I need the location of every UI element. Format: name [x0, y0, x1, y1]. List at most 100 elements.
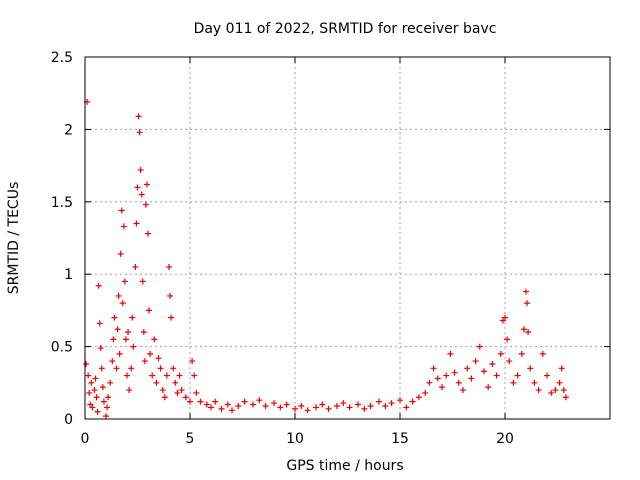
data-point — [151, 336, 158, 343]
data-point — [439, 384, 445, 391]
data-point — [340, 400, 347, 407]
data-point — [98, 365, 105, 372]
data-point — [485, 384, 492, 391]
data-point — [110, 336, 117, 343]
y-tick-label: 0 — [64, 412, 73, 428]
data-point — [136, 129, 143, 136]
data-point — [155, 355, 162, 362]
data-point — [157, 365, 164, 372]
data-point — [100, 398, 107, 405]
data-point — [107, 379, 114, 386]
data-point — [382, 402, 389, 409]
data-point — [497, 350, 504, 357]
data-point — [241, 398, 248, 405]
data-point — [367, 402, 374, 409]
data-point — [128, 365, 135, 372]
data-point — [489, 360, 496, 367]
data-point — [208, 404, 214, 411]
data-point — [552, 387, 559, 394]
data-point — [182, 394, 189, 401]
data-point — [153, 379, 160, 386]
data-point — [85, 372, 92, 379]
data-point — [476, 343, 483, 350]
data-point — [121, 278, 128, 285]
data-point — [562, 394, 569, 401]
data-point — [447, 350, 454, 357]
x-tick-labels: 0 5 10 15 20 — [81, 431, 514, 447]
axis-ticks — [84, 56, 610, 420]
data-point — [115, 292, 122, 299]
data-point — [133, 220, 140, 227]
data-point — [119, 300, 126, 307]
data-point — [197, 398, 204, 405]
data-point — [262, 402, 269, 409]
data-point — [510, 379, 517, 386]
data-point — [250, 401, 256, 408]
data-point — [481, 368, 487, 375]
data-point — [138, 191, 145, 198]
data-point — [126, 387, 133, 394]
data-point — [142, 201, 149, 208]
data-point — [134, 184, 141, 191]
data-point — [535, 387, 542, 394]
x-axis-label: GPS time / hours — [286, 458, 403, 474]
data-point — [346, 404, 353, 411]
y-tick-labels: 0 0.5 1 1.5 2 2.5 — [51, 50, 73, 428]
data-point — [95, 282, 102, 289]
data-point — [129, 314, 136, 321]
data-point — [361, 405, 368, 412]
data-point — [468, 375, 475, 382]
data-point — [167, 292, 174, 299]
data-point — [334, 402, 340, 409]
data-point — [88, 379, 95, 386]
data-point — [118, 207, 125, 214]
data-point — [130, 343, 137, 350]
data-point — [97, 345, 104, 352]
data-point — [504, 336, 511, 343]
data-point — [531, 379, 538, 386]
data-point — [176, 372, 183, 379]
data-point — [172, 379, 179, 386]
data-point — [168, 314, 175, 321]
data-point — [103, 413, 109, 420]
data-point — [388, 400, 395, 407]
data-point — [159, 387, 166, 394]
data-point — [145, 230, 151, 237]
data-point — [455, 379, 462, 386]
data-point — [502, 314, 508, 321]
data-point — [140, 329, 147, 336]
data-point — [527, 365, 534, 372]
data-point — [93, 394, 100, 401]
data-point — [191, 372, 198, 379]
data-point — [113, 365, 120, 372]
data-point — [139, 278, 146, 285]
data-point — [141, 358, 148, 365]
data-point — [193, 389, 200, 396]
data-point — [304, 407, 311, 414]
data-point — [109, 358, 116, 365]
data-point — [178, 387, 185, 394]
y-tick-label: 1.5 — [51, 195, 73, 211]
x-tick-label: 10 — [286, 431, 304, 447]
data-point — [92, 375, 99, 382]
y-axis-label: SRMTID / TECUs — [6, 182, 22, 295]
y-tick-label: 0.5 — [51, 340, 73, 356]
data-point — [125, 329, 132, 336]
data-point — [430, 365, 437, 372]
data-point — [94, 408, 101, 415]
data-point — [539, 350, 546, 357]
data-point — [132, 263, 139, 270]
data-point — [229, 407, 235, 414]
data-point — [120, 223, 127, 230]
data-point — [89, 404, 96, 411]
data-point — [135, 113, 142, 120]
data-point — [355, 401, 361, 408]
data-point — [111, 314, 118, 321]
data-point — [283, 401, 290, 408]
data-point — [124, 372, 130, 379]
y-tick-label: 2 — [64, 122, 73, 138]
data-point — [403, 404, 410, 411]
data-point — [525, 329, 532, 336]
data-point — [558, 365, 565, 372]
